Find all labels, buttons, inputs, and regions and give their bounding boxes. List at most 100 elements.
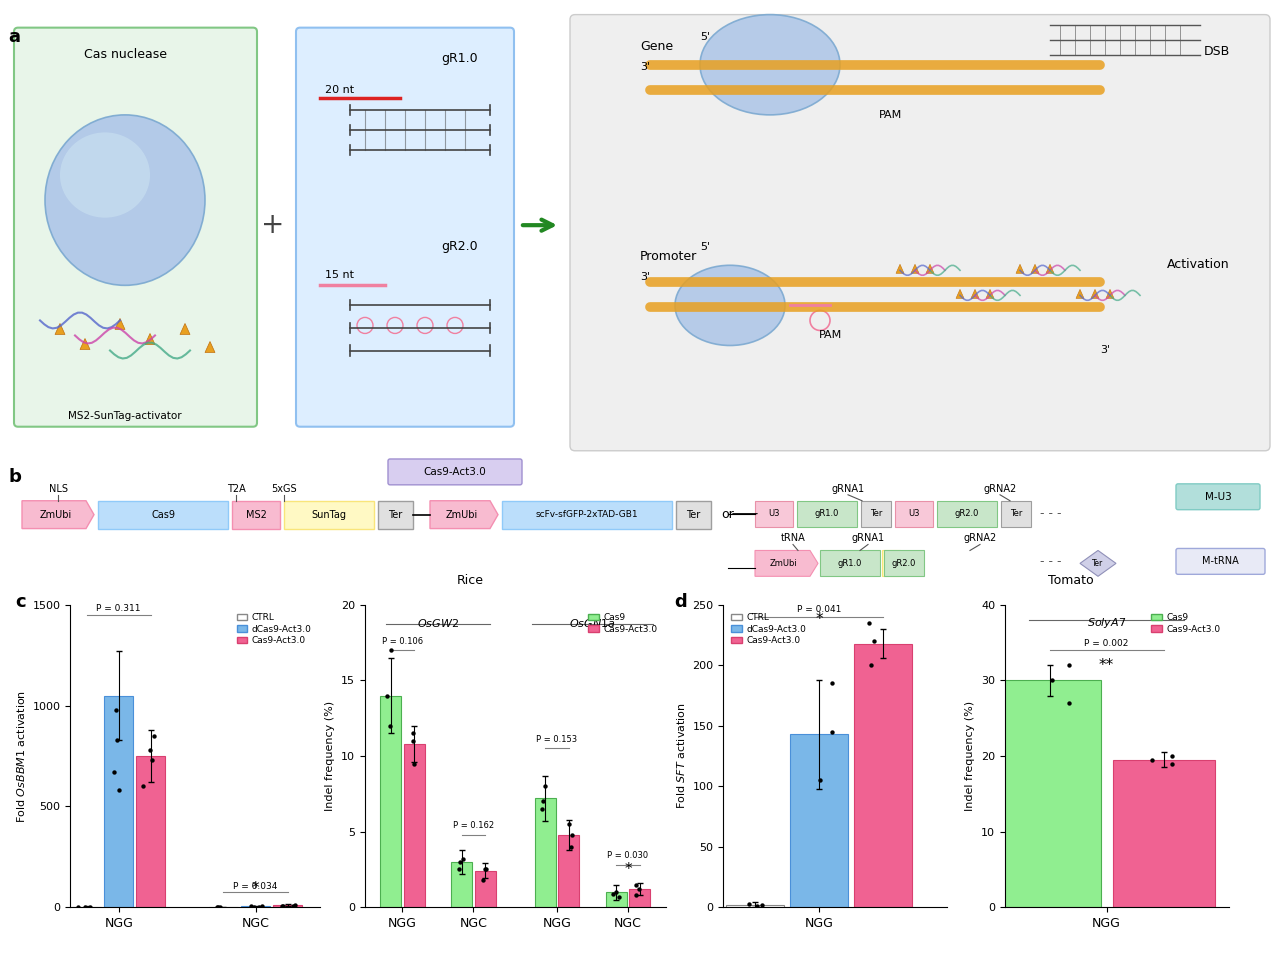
Polygon shape <box>22 501 93 529</box>
FancyBboxPatch shape <box>884 550 924 576</box>
Text: Cas9-Act3.0: Cas9-Act3.0 <box>424 467 486 477</box>
Text: Ter: Ter <box>1092 559 1103 568</box>
Text: 5': 5' <box>700 32 710 41</box>
Text: $\it{OsGW2}$: $\it{OsGW2}$ <box>417 617 460 629</box>
Point <box>1042 673 1062 688</box>
Point <box>532 802 553 817</box>
Polygon shape <box>145 333 155 345</box>
Point <box>1059 695 1079 710</box>
Point <box>449 862 470 877</box>
Point <box>142 753 163 768</box>
Text: c: c <box>15 592 26 611</box>
Legend: CTRL, dCas9-Act3.0, Cas9-Act3.0: CTRL, dCas9-Act3.0, Cas9-Act3.0 <box>233 610 315 649</box>
Ellipse shape <box>675 265 785 346</box>
Text: *: * <box>252 881 260 896</box>
Point <box>532 794 553 809</box>
Polygon shape <box>896 264 904 274</box>
Text: Ter: Ter <box>870 509 882 518</box>
Point <box>285 897 306 912</box>
FancyBboxPatch shape <box>99 501 228 529</box>
Point <box>822 724 842 739</box>
Point <box>472 873 493 888</box>
Point <box>603 886 623 901</box>
Text: gRNA2: gRNA2 <box>983 484 1016 493</box>
Point <box>864 634 884 649</box>
Point <box>210 900 230 915</box>
Text: $\it{OsGN1a}$: $\it{OsGN1a}$ <box>570 617 616 629</box>
FancyBboxPatch shape <box>937 501 997 527</box>
Bar <box>137 756 165 907</box>
FancyBboxPatch shape <box>1176 484 1260 510</box>
FancyBboxPatch shape <box>755 501 794 527</box>
Point <box>403 756 424 771</box>
Text: Tomato: Tomato <box>1047 574 1093 587</box>
Text: gRNA1: gRNA1 <box>832 484 864 493</box>
Text: gR1.0: gR1.0 <box>815 509 840 518</box>
FancyBboxPatch shape <box>502 501 672 529</box>
FancyBboxPatch shape <box>388 459 522 485</box>
Polygon shape <box>925 264 934 274</box>
Point <box>475 862 495 877</box>
Point <box>628 881 649 897</box>
Point <box>376 687 397 703</box>
FancyBboxPatch shape <box>1001 501 1030 527</box>
Bar <box>452 862 472 907</box>
Text: 3': 3' <box>640 273 650 282</box>
Text: PAM: PAM <box>818 330 842 341</box>
Bar <box>791 734 849 907</box>
Polygon shape <box>1016 264 1024 274</box>
Text: SunTag: SunTag <box>311 510 347 519</box>
Point <box>241 899 261 914</box>
Text: P = 0.162: P = 0.162 <box>453 821 494 830</box>
Polygon shape <box>180 324 189 334</box>
Point <box>104 764 124 780</box>
Text: **: ** <box>1100 658 1115 673</box>
Polygon shape <box>55 324 65 334</box>
Point <box>1142 752 1162 767</box>
Bar <box>274 905 302 907</box>
Bar <box>630 889 650 907</box>
Point <box>558 816 579 831</box>
Point <box>248 899 269 914</box>
Text: gR2.0: gR2.0 <box>442 240 479 253</box>
Text: Ter: Ter <box>1010 509 1023 518</box>
Polygon shape <box>430 501 498 529</box>
FancyBboxPatch shape <box>232 501 280 529</box>
FancyBboxPatch shape <box>14 28 257 426</box>
Text: Cas9: Cas9 <box>151 510 175 519</box>
Text: scFv-sfGFP-2xTAD-GB1: scFv-sfGFP-2xTAD-GB1 <box>536 510 639 519</box>
Text: b: b <box>8 468 20 486</box>
Bar <box>403 744 425 907</box>
FancyBboxPatch shape <box>296 28 515 426</box>
Text: or: or <box>722 508 735 521</box>
Polygon shape <box>1091 289 1100 299</box>
Point <box>861 658 882 673</box>
Point <box>76 900 96 915</box>
Polygon shape <box>755 550 818 576</box>
FancyBboxPatch shape <box>882 550 900 576</box>
Text: MS2: MS2 <box>246 510 266 519</box>
FancyBboxPatch shape <box>378 501 413 529</box>
Point <box>283 898 303 913</box>
Point <box>381 642 402 658</box>
Text: Ter: Ter <box>686 510 700 519</box>
Point <box>1161 749 1181 764</box>
Text: ZmUbi: ZmUbi <box>40 510 72 519</box>
FancyBboxPatch shape <box>895 501 933 527</box>
Point <box>133 779 154 794</box>
Bar <box>380 695 401 907</box>
Bar <box>104 695 133 907</box>
Bar <box>535 799 556 907</box>
Ellipse shape <box>45 115 205 285</box>
Point <box>251 899 271 914</box>
Text: Promoter: Promoter <box>640 251 698 263</box>
Text: 3': 3' <box>1100 346 1110 355</box>
Polygon shape <box>115 319 125 329</box>
Text: Activation: Activation <box>1167 258 1230 272</box>
Text: gRNA1: gRNA1 <box>851 534 884 543</box>
Text: 3': 3' <box>640 61 650 72</box>
Bar <box>855 643 911 907</box>
Text: gR2.0: gR2.0 <box>955 509 979 518</box>
Point <box>809 773 829 788</box>
Y-axis label: Indel frequency (%): Indel frequency (%) <box>325 701 335 811</box>
